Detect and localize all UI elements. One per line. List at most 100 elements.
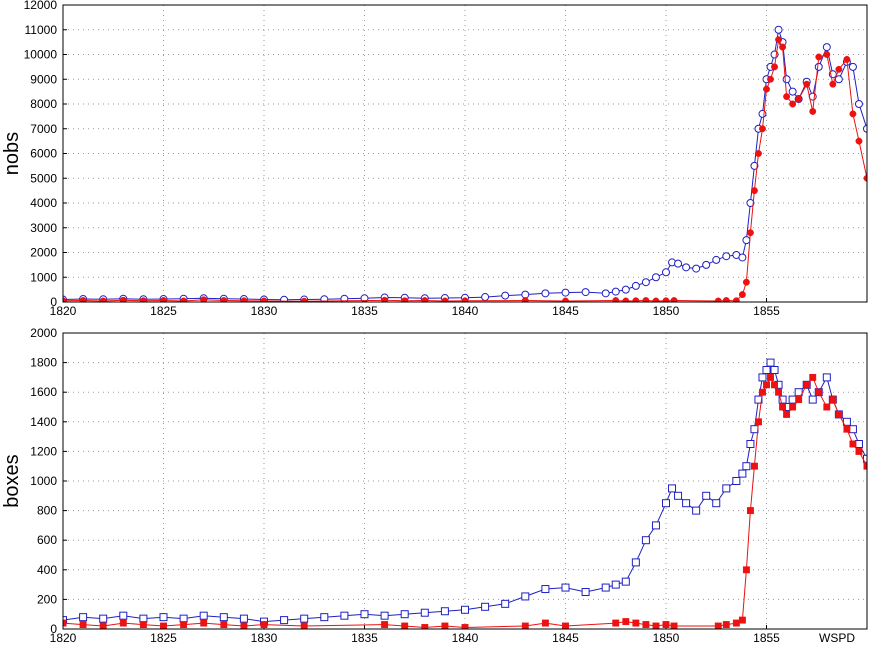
- data-point: [746, 440, 755, 448]
- data-point: [759, 388, 766, 396]
- data-point: [815, 53, 823, 61]
- data-point: [763, 85, 770, 93]
- data-point: [562, 622, 569, 629]
- data-point: [668, 484, 677, 493]
- data-point: [642, 297, 650, 302]
- series-line: [63, 361, 867, 623]
- data-point: [788, 395, 797, 404]
- y-tick-label: 8000: [30, 97, 57, 111]
- data-point: [843, 56, 851, 63]
- y-tick-label: 0: [50, 622, 57, 636]
- data-point: [771, 381, 778, 389]
- data-point: [767, 75, 774, 83]
- data-point: [611, 287, 620, 296]
- data-point: [320, 295, 329, 302]
- data-point: [631, 558, 640, 567]
- data-point: [180, 621, 188, 629]
- data-point: [835, 65, 843, 73]
- data-point: [612, 619, 620, 627]
- data-point: [823, 403, 831, 411]
- data-point: [803, 381, 811, 389]
- data-point: [360, 610, 369, 619]
- data-point: [381, 296, 389, 302]
- data-point: [770, 366, 779, 374]
- data-point: [621, 577, 630, 586]
- data-point: [561, 288, 570, 297]
- y-tick-label: 9000: [30, 72, 57, 86]
- data-point: [722, 621, 730, 629]
- y-tick-label: 1800: [30, 356, 57, 370]
- plot-frame: [62, 332, 868, 630]
- data-point: [220, 621, 228, 629]
- data-point: [738, 469, 747, 478]
- data-point: [702, 491, 711, 500]
- data-point: [809, 373, 817, 381]
- data-point: [783, 93, 791, 101]
- data-point: [119, 611, 128, 620]
- data-point: [692, 506, 701, 515]
- data-point: [771, 63, 778, 71]
- data-point: [843, 425, 851, 433]
- data-point: [612, 297, 620, 302]
- data-point: [779, 403, 787, 411]
- data-point: [863, 124, 867, 133]
- data-point: [814, 62, 823, 71]
- data-point: [783, 410, 791, 418]
- data-point: [750, 187, 758, 195]
- data-point: [758, 373, 767, 382]
- data-point: [815, 388, 823, 396]
- data-point: [722, 252, 731, 261]
- data-point: [732, 619, 740, 627]
- data-point: [763, 381, 770, 389]
- data-point: [702, 260, 711, 269]
- data-point: [79, 621, 87, 629]
- data-point: [746, 199, 755, 207]
- data-point: [714, 622, 722, 629]
- data-point: [99, 622, 107, 629]
- x-tick-label: 1825: [150, 304, 177, 318]
- data-point: [139, 614, 148, 623]
- y-tick-label: 6000: [30, 147, 57, 161]
- data-point: [160, 622, 167, 629]
- data-point: [803, 80, 811, 88]
- data-point: [829, 396, 837, 404]
- data-point: [774, 25, 783, 34]
- y-tick-label: 3000: [30, 221, 57, 235]
- data-point: [239, 614, 248, 623]
- data-point: [119, 296, 127, 302]
- y-tick-label: 1000: [30, 474, 57, 488]
- data-point: [854, 440, 863, 448]
- data-point: [420, 608, 429, 617]
- y-tick-label: 1600: [30, 385, 57, 399]
- data-point: [541, 585, 550, 594]
- data-point: [823, 51, 831, 58]
- data-point: [662, 268, 670, 277]
- data-point: [521, 297, 529, 302]
- data-point: [179, 614, 188, 623]
- data-point: [380, 611, 389, 620]
- data-point: [682, 499, 691, 508]
- y-tick-label: 200: [37, 592, 57, 606]
- data-point: [746, 229, 754, 237]
- data-point: [738, 291, 746, 299]
- data-point: [662, 621, 670, 629]
- data-point: [300, 622, 308, 629]
- data-point: [755, 418, 762, 426]
- x-tick-label: 1840: [452, 631, 479, 645]
- data-point: [767, 373, 774, 381]
- data-point: [632, 619, 640, 627]
- data-point: [501, 291, 510, 300]
- data-point: [834, 75, 843, 84]
- data-point: [481, 602, 490, 611]
- data-point: [381, 621, 389, 629]
- data-point: [240, 622, 248, 629]
- data-point: [501, 599, 510, 608]
- data-point: [200, 296, 208, 302]
- data-point: [562, 297, 569, 302]
- y-axis-label: boxes: [1, 454, 23, 507]
- plot-frame: [62, 4, 868, 303]
- y-tick-label: 800: [37, 504, 57, 518]
- data-point: [280, 616, 289, 625]
- data-point: [79, 297, 87, 302]
